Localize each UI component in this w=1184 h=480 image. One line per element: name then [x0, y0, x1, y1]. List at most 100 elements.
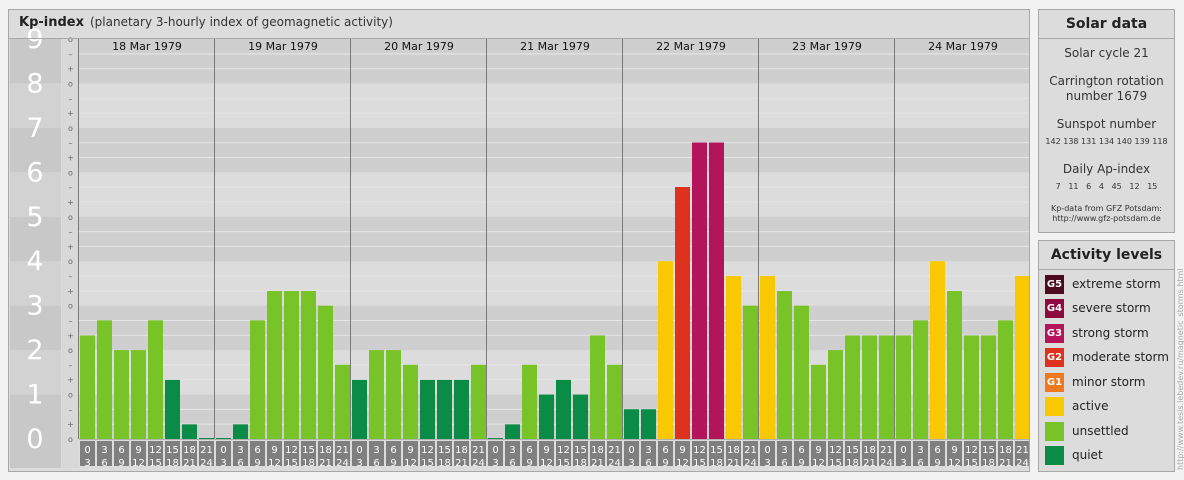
minor-tick-label: –	[69, 228, 73, 237]
kp-bar	[811, 364, 826, 439]
interval-box	[862, 441, 877, 466]
y-band	[10, 127, 61, 173]
interval-start-label: 0	[220, 445, 226, 456]
interval-end-label: 15	[965, 458, 978, 469]
interval-start-label: 3	[101, 445, 107, 456]
kp-bar	[624, 409, 639, 439]
chart-subtitle: (planetary 3-hourly index of geomagnetic…	[90, 15, 393, 29]
interval-box	[522, 441, 537, 466]
interval-box	[964, 441, 979, 466]
kp-bar	[590, 335, 605, 439]
interval-end-label: 3	[492, 458, 498, 469]
interval-end-label: 3	[764, 458, 770, 469]
interval-start-label: 18	[183, 445, 196, 456]
kp-bar	[284, 291, 299, 439]
interval-box	[760, 441, 775, 466]
minor-tick-label: +	[67, 198, 74, 207]
kp-bar	[1015, 275, 1029, 439]
y-tick-label: 3	[26, 291, 43, 322]
kp-bar	[522, 364, 537, 439]
plot-band	[79, 127, 1029, 173]
minor-tick-label: o	[68, 79, 73, 88]
interval-end-label: 6	[645, 458, 651, 469]
y-tick-label: 5	[26, 202, 43, 233]
interval-start-label: 3	[781, 445, 787, 456]
minor-tick-label: o	[68, 302, 73, 311]
interval-end-label: 6	[509, 458, 515, 469]
interval-box	[437, 441, 452, 466]
y-tick-label: 4	[26, 246, 43, 277]
interval-start-label: 18	[863, 445, 876, 456]
day-label: 18 Mar 1979	[112, 40, 182, 53]
day-label: 22 Mar 1979	[656, 40, 726, 53]
interval-start-label: 12	[829, 445, 842, 456]
y-band	[10, 261, 61, 306]
minor-tick-label: o	[68, 346, 73, 355]
minor-axis	[62, 39, 78, 468]
y-tick-label: 9	[26, 24, 43, 55]
interval-start-label: 18	[319, 445, 332, 456]
interval-start-label: 21	[608, 445, 621, 456]
solar-cycle: Solar cycle 21	[1064, 46, 1149, 60]
interval-start-label: 12	[965, 445, 978, 456]
interval-box	[403, 441, 418, 466]
solar-data-panel: Solar data Solar cycle 21 Carrington rot…	[1038, 9, 1175, 233]
level-swatch: G5	[1045, 274, 1064, 294]
interval-box	[828, 441, 843, 466]
interval-start-label: 3	[237, 445, 243, 456]
interval-box	[845, 441, 860, 466]
interval-start-label: 15	[846, 445, 859, 456]
minor-tick-label: –	[69, 405, 73, 414]
day-label: 24 Mar 1979	[928, 40, 998, 53]
interval-start-label: 9	[407, 445, 413, 456]
interval-box	[709, 441, 724, 466]
kp-bar	[692, 142, 707, 440]
sunspot-values: 142 138 131 134 140 139 118	[1045, 137, 1168, 146]
interval-end-label: 24	[200, 458, 213, 469]
kp-bar	[267, 291, 282, 439]
y-tick-label: 7	[26, 113, 43, 144]
level-label: active	[1072, 399, 1109, 413]
day-label: 23 Mar 1979	[792, 40, 862, 53]
interval-box	[811, 441, 826, 466]
kp-bar	[233, 424, 248, 439]
ap-values: 7 11 6 4 45 12 15	[1055, 182, 1158, 191]
y-tick-label: 2	[26, 335, 43, 366]
minor-tick-label: –	[69, 316, 73, 325]
kp-bar	[794, 305, 809, 439]
kp-bar	[318, 305, 333, 439]
interval-end-label: 6	[237, 458, 243, 469]
interval-end-label: 9	[526, 458, 532, 469]
kp-bar	[777, 291, 792, 439]
kp-bar	[403, 364, 418, 439]
kp-bar	[896, 335, 911, 439]
interval-end-label: 24	[1016, 458, 1029, 469]
minor-tick-label: +	[67, 420, 74, 429]
interval-end-label: 21	[999, 458, 1012, 469]
interval-box	[998, 441, 1013, 466]
interval-box	[1015, 441, 1029, 466]
kp-bar	[658, 261, 673, 439]
interval-end-label: 3	[628, 458, 634, 469]
day-label: 19 Mar 1979	[248, 40, 318, 53]
interval-box	[80, 441, 95, 466]
interval-start-label: 0	[900, 445, 906, 456]
level-label: strong storm	[1072, 326, 1149, 340]
kp-bar	[913, 320, 928, 439]
interval-box	[590, 441, 605, 466]
level-swatch: G2	[1045, 347, 1064, 367]
level-label: extreme storm	[1072, 277, 1161, 291]
interval-box	[607, 441, 622, 466]
baseline	[79, 439, 1029, 440]
level-swatch: G1	[1045, 372, 1064, 392]
interval-box	[318, 441, 333, 466]
kp-bar	[335, 364, 350, 439]
level-swatch	[1045, 445, 1064, 465]
interval-box	[488, 441, 503, 466]
interval-box	[386, 441, 401, 466]
level-active: active	[1045, 395, 1108, 417]
interval-box	[97, 441, 112, 466]
kp-bar	[964, 335, 979, 439]
y-tick-label: 8	[26, 68, 43, 99]
interval-start-label: 3	[509, 445, 515, 456]
